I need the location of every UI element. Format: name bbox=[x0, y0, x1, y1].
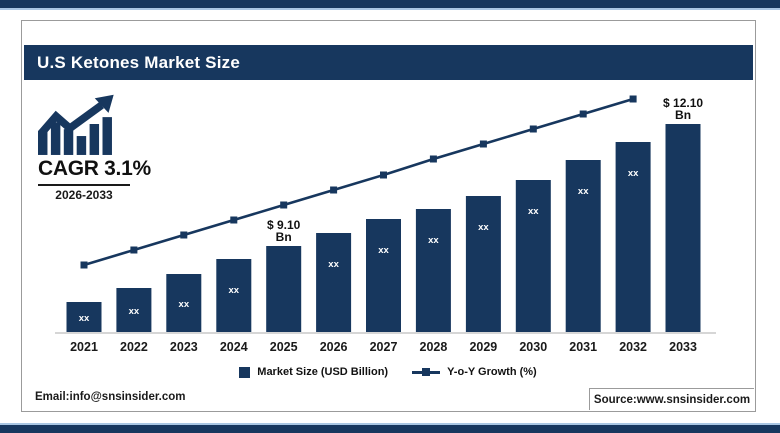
source-text: Source:www.snsinsider.com bbox=[593, 393, 751, 406]
x-axis-label-2023: 2023 bbox=[170, 340, 198, 354]
x-axis-label-2024: 2024 bbox=[220, 340, 248, 354]
legend-item-market-size: Market Size (USD Billion) bbox=[239, 366, 388, 378]
yoy-growth-marker-2028 bbox=[429, 155, 437, 163]
x-axis-label-2025: 2025 bbox=[270, 340, 298, 354]
yoy-growth-marker-2029 bbox=[479, 140, 487, 148]
bar-2032 bbox=[615, 142, 651, 332]
bar-value-placeholder-2027: xx bbox=[378, 245, 389, 256]
bar-value-placeholder-2031: xx bbox=[578, 186, 589, 197]
contact-email: Email:info@snsinsider.com bbox=[35, 391, 186, 403]
x-axis-label-2030: 2030 bbox=[519, 340, 547, 354]
chart-legend: Market Size (USD Billion) Y-o-Y Growth (… bbox=[22, 366, 754, 378]
bar-value-placeholder-2030: xx bbox=[528, 206, 539, 217]
yoy-growth-marker-2030 bbox=[529, 125, 537, 133]
bar-value-2033-amount: $ 12.10 bbox=[663, 96, 703, 110]
cagr-divider bbox=[38, 184, 130, 186]
x-axis-label-2027: 2027 bbox=[370, 340, 398, 354]
x-axis-label-2032: 2032 bbox=[619, 340, 647, 354]
x-axis-label-2029: 2029 bbox=[469, 340, 497, 354]
top-brand-bar bbox=[0, 0, 780, 8]
bar-2031 bbox=[565, 160, 601, 332]
legend-label-yoy-growth: Y-o-Y Growth (%) bbox=[447, 366, 537, 378]
cagr-block: CAGR 3.1% 2026-2033 bbox=[38, 93, 156, 202]
bar-series-swatch-icon bbox=[239, 366, 251, 378]
page-title: U.S Ketones Market Size bbox=[37, 53, 240, 72]
bar-2027 bbox=[366, 219, 401, 332]
legend-item-yoy-growth: Y-o-Y Growth (%) bbox=[412, 366, 537, 378]
x-axis-label-2022: 2022 bbox=[120, 340, 148, 354]
growth-chart-arrow-icon bbox=[38, 94, 114, 155]
bar-value-placeholder-2023: xx bbox=[179, 299, 190, 310]
top-accent-line bbox=[0, 8, 780, 10]
yoy-growth-marker-2024 bbox=[230, 216, 238, 224]
bar-2024 bbox=[216, 259, 252, 332]
bar-value-placeholder-2032: xx bbox=[628, 168, 639, 179]
legend-label-market-size: Market Size (USD Billion) bbox=[257, 366, 389, 378]
bar-value-2033-unit: Bn bbox=[675, 108, 691, 122]
x-axis-label-2033: 2033 bbox=[669, 340, 697, 354]
bar-2033 bbox=[665, 124, 701, 332]
bar-value-placeholder-2029: xx bbox=[478, 222, 489, 233]
x-axis-label-2021: 2021 bbox=[70, 340, 98, 354]
yoy-growth-marker-2021 bbox=[80, 261, 88, 269]
x-axis-label-2028: 2028 bbox=[420, 340, 448, 354]
bar-2023 bbox=[166, 274, 202, 332]
bar-2021 bbox=[66, 302, 102, 332]
bar-value-placeholder-2021: xx bbox=[79, 313, 90, 324]
cagr-period: 2026-2033 bbox=[55, 188, 113, 202]
cagr-value: CAGR 3.1% bbox=[38, 157, 151, 180]
bar-value-2025-amount: $ 9.10 bbox=[267, 218, 301, 232]
bar-2029 bbox=[465, 196, 501, 332]
yoy-growth-marker-2027 bbox=[380, 171, 387, 179]
bar-2026 bbox=[316, 233, 352, 332]
x-axis-label-2031: 2031 bbox=[569, 340, 597, 354]
bar-2028 bbox=[415, 209, 451, 332]
line-series-swatch-icon bbox=[412, 368, 441, 376]
yoy-growth-marker-2031 bbox=[579, 110, 587, 118]
bar-value-placeholder-2022: xx bbox=[129, 306, 140, 317]
yoy-growth-marker-2026 bbox=[330, 186, 338, 194]
yoy-growth-marker-2023 bbox=[180, 231, 188, 239]
bar-2030 bbox=[515, 180, 551, 332]
x-axis-label-2026: 2026 bbox=[320, 340, 348, 354]
bar-value-2025-unit: Bn bbox=[276, 230, 292, 244]
bottom-brand-bar bbox=[0, 425, 780, 433]
bar-value-placeholder-2026: xx bbox=[328, 259, 339, 270]
bar-value-placeholder-2028: xx bbox=[428, 235, 439, 246]
yoy-growth-marker-2022 bbox=[130, 246, 138, 254]
source-box: Source:www.snsinsider.com bbox=[589, 388, 754, 410]
yoy-growth-marker-2032 bbox=[629, 95, 637, 103]
yoy-growth-marker-2025 bbox=[280, 201, 288, 209]
bar-2022 bbox=[116, 288, 152, 332]
bottom-accent-line bbox=[0, 423, 780, 425]
yoy-growth-line bbox=[83, 97, 634, 267]
bar-2025 bbox=[266, 246, 302, 332]
chart-title-bar: U.S Ketones Market Size bbox=[24, 45, 753, 80]
bar-value-placeholder-2024: xx bbox=[228, 285, 239, 296]
